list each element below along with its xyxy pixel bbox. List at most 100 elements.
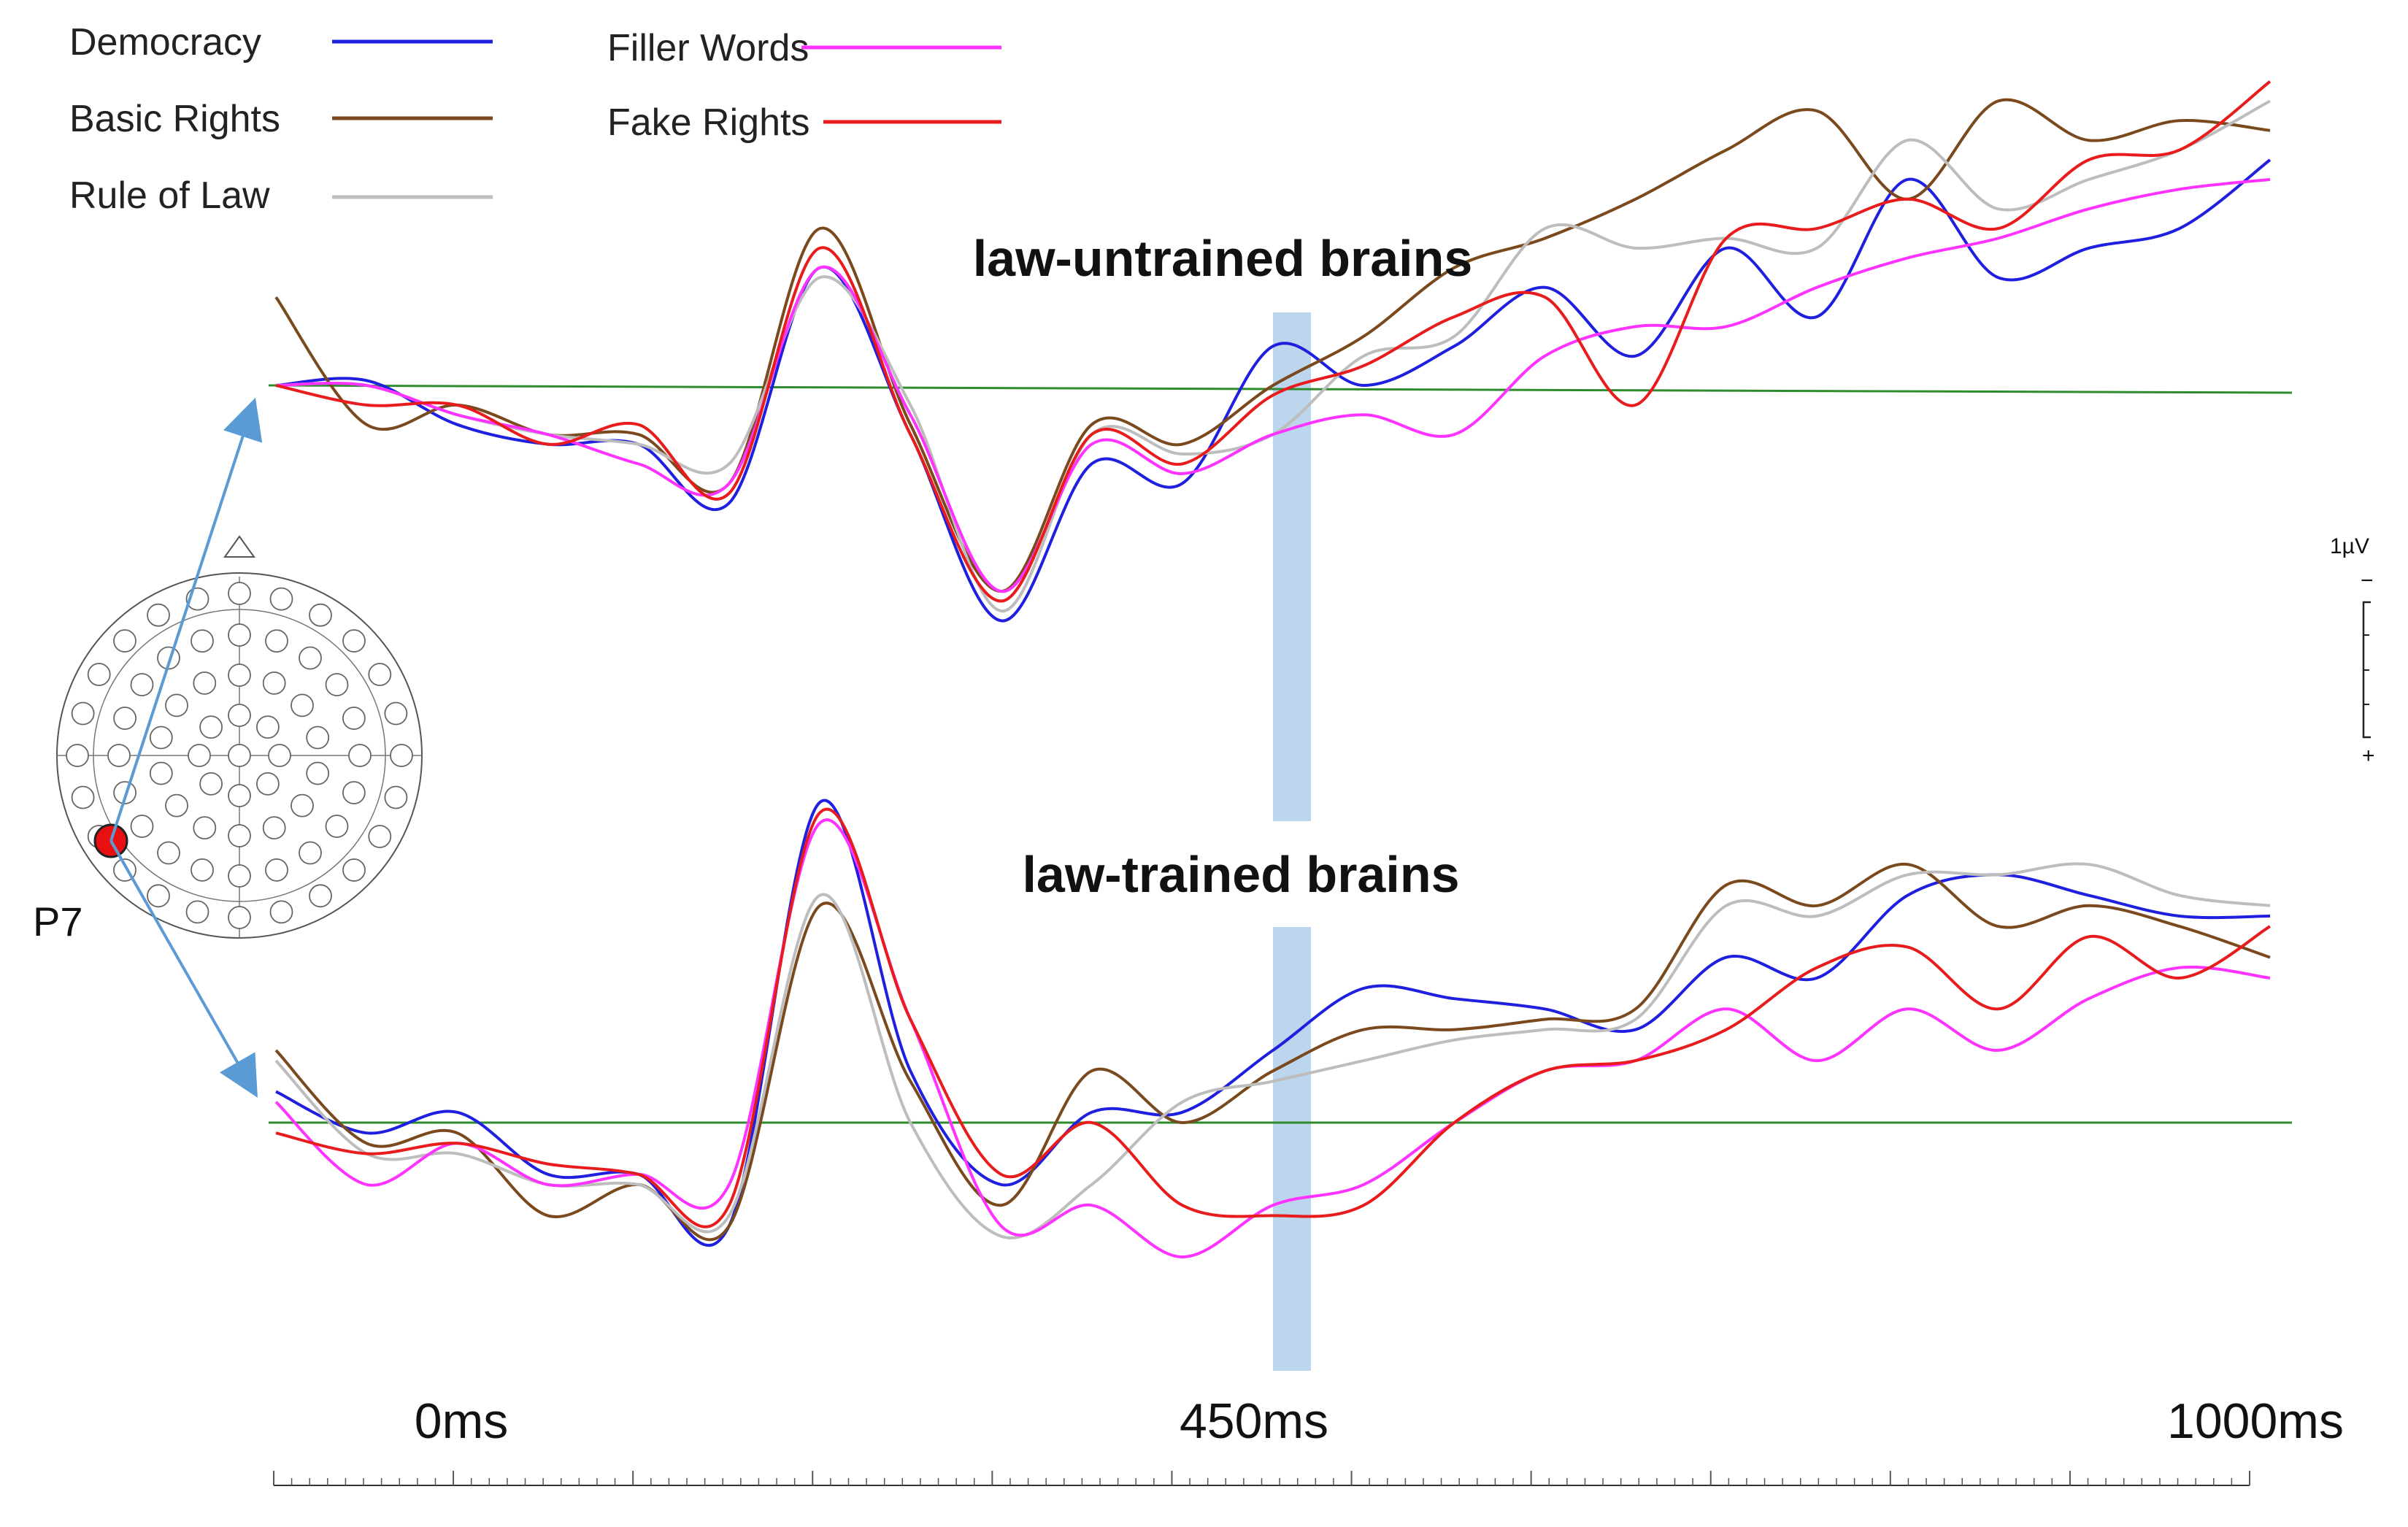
series-line-fake-rights-untrained [275,80,2272,603]
electrode-dot [165,793,188,818]
electrode-dot [228,704,251,727]
electrode-dot [193,816,217,839]
electrode-dot [265,629,288,653]
series-line-rule-of-law-trained [274,862,2271,1239]
electrode-dot [107,744,131,767]
electrode-dots [66,582,413,929]
electrode-dot [199,715,223,739]
nose-icon [223,535,255,558]
highlight-window-trained [1273,927,1311,1371]
electrode-dot [165,693,188,718]
electrode-dot [262,672,286,695]
baseline-untrained [268,384,2293,394]
electrode-dot [255,715,280,739]
electrode-dot [342,707,366,730]
electrode-label: P7 [33,899,83,945]
tick-label-450ms: 450ms [1180,1393,1328,1449]
panel-title-untrained: law-untrained brains [973,230,1473,287]
electrode-dot [191,629,214,653]
series-line-basic-rights-trained [274,863,2271,1242]
electrode-dot [306,761,330,785]
electrode-dot [291,693,314,718]
electrode-dot [149,726,173,750]
electrode-dot [228,824,251,847]
arrow-to-trained [109,840,258,1098]
electrode-dot [228,906,251,929]
scale-bar-label: 1µV [2330,534,2369,558]
electrode-dot [157,841,180,865]
time-axis: 0ms 450ms 1000ms [273,1393,2344,1486]
electrode-dot [228,664,251,687]
electrode-dot [309,603,332,627]
electrode-dot [348,744,372,767]
electrode-dot [269,900,293,924]
electrode-dot [291,793,314,818]
electrode-dot [228,784,251,807]
scale-bar-minus: − [2361,569,2374,593]
electrode-dot [384,785,408,809]
electrode-dot [130,673,154,696]
electrode-dot [66,744,89,767]
electrode-dot [228,864,251,888]
electrode-dot [147,603,170,627]
electrode-dot [71,785,95,809]
electrode-dot [384,701,408,726]
electrode-dot [87,663,111,686]
electrode-dot [306,726,330,750]
electrode-dot [255,772,280,796]
scale-bar-plus: + [2362,744,2375,768]
series-line-fake-rights-trained [275,807,2272,1228]
electrode-dot [228,623,251,647]
electrode-dot [113,707,137,730]
electrode-dot [342,781,366,804]
electrode-dot [130,815,154,838]
electrode-head-map [56,535,423,939]
series-line-rule-of-law-untrained [275,99,2271,613]
legend-label-democracy: Democracy [69,21,261,64]
electrode-dot [368,825,392,848]
electrode-dot [185,900,209,924]
electrode-dot [199,772,223,796]
series-line-filler-words-untrained [275,177,2271,593]
electrode-dot [193,672,217,695]
electrode-dot [262,816,286,839]
electrode-dot [390,744,413,767]
legend-label-rule-of-law: Rule of Law [69,174,270,217]
tick-label-0ms: 0ms [415,1393,508,1449]
electrode-dot [71,701,95,726]
electrode-dot [325,673,349,696]
legend-label-filler-words: Filler Words [607,27,809,69]
electrode-dot [188,744,211,767]
time-axis-ticks [273,1471,2250,1485]
legend-label-basic-rights: Basic Rights [69,98,280,140]
panel-title-trained: law-trained brains [1022,846,1459,903]
electrode-dot [191,858,214,882]
electrode-dot [299,646,322,670]
electrode-dot [325,815,349,838]
electrode-dot [309,884,332,908]
series-line-democracy-untrained [275,158,2272,623]
legend-label-fake-rights: Fake Rights [607,101,809,144]
electrode-dot [299,841,322,865]
electrode-dot [113,781,137,804]
electrode-dot [268,744,291,767]
arrow-to-untrained [109,397,263,842]
legend: Democracy Basic Rights Rule of Law Filler W… [69,21,1001,217]
electrode-dot [342,629,366,653]
electrode-dot [368,663,392,686]
electrode-dot [265,858,288,882]
electrode-dot [149,761,173,785]
series-group-trained [274,799,2272,1258]
series-group-untrained [274,80,2272,623]
electrode-dot [113,629,136,653]
electrode-dot [342,858,366,882]
tick-label-1000ms: 1000ms [2167,1393,2344,1449]
electrode-dot [147,884,170,908]
electrode-dot [228,582,251,605]
voltage-scale-bar: 1µV − + [2330,534,2375,768]
electrode-dot [228,744,251,767]
highlight-window-untrained [1273,312,1311,821]
electrode-dot [269,587,293,611]
electrode-dot [157,646,180,670]
